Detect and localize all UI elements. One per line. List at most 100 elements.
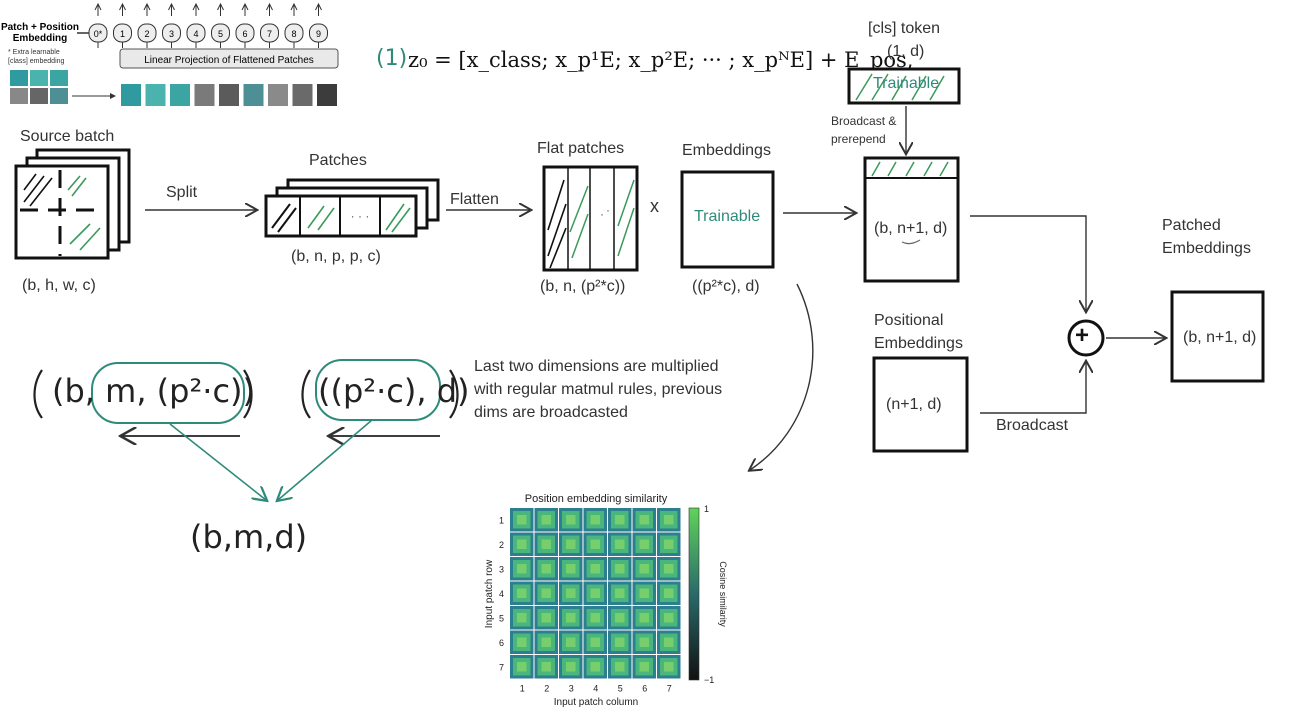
thumb-note-2: [class] embedding xyxy=(8,58,65,65)
patched-embeddings-title-2: Embeddings xyxy=(1162,240,1251,257)
heatmap-cell-core xyxy=(590,588,600,598)
thumb-token xyxy=(162,23,181,43)
flat-patches-shape: (b, n, (p²*c)) xyxy=(540,278,626,295)
thumb-token-label: 3 xyxy=(169,29,174,39)
positional-embeddings-title-1: Positional xyxy=(874,312,944,329)
heatmap-cell-core xyxy=(541,637,551,647)
heatmap-cell-core xyxy=(517,539,527,549)
heatmap-cell-core xyxy=(517,613,527,623)
heatmap-cell-core xyxy=(541,515,551,525)
source-batch-title: Source batch xyxy=(20,128,115,145)
note-line-1: Last two dimensions are multiplied xyxy=(474,358,719,375)
embeddings-title: Embeddings xyxy=(682,142,771,159)
thumb-token-label: 0* xyxy=(94,29,103,39)
heatmap-cell-core xyxy=(664,588,674,598)
heatmap-cell-core xyxy=(615,539,625,549)
thumb-strip-patch xyxy=(121,84,141,106)
thumb-token xyxy=(113,23,132,43)
heatmap-cell-core xyxy=(615,637,625,647)
heatmap-cell-core xyxy=(541,662,551,672)
heatmap-cell-core xyxy=(517,515,527,525)
thumb-token-label: 5 xyxy=(218,29,223,39)
heatmap-cell-core xyxy=(664,539,674,549)
thumb-strip-patch xyxy=(292,84,313,106)
colorbar-max: 1 xyxy=(704,504,709,514)
heatmap-x-tick: 7 xyxy=(667,684,672,694)
split-label: Split xyxy=(166,184,198,201)
thumb-title-2: Embedding xyxy=(13,33,67,44)
heatmap-cell-core xyxy=(541,539,551,549)
heatmap-cell-core xyxy=(566,637,576,647)
source-batch-stack xyxy=(14,148,131,260)
source-batch-shape: (b, h, w, c) xyxy=(22,277,96,294)
heatmap-cell-core xyxy=(664,515,674,525)
handwritten-shapes xyxy=(33,359,459,500)
patches-title: Patches xyxy=(309,152,367,169)
thumb-strip-patch xyxy=(170,84,190,106)
heatmap-cell-core xyxy=(566,515,576,525)
heatmap-cell-core xyxy=(639,662,649,672)
heatmap-cell-core xyxy=(566,539,576,549)
thumb-token xyxy=(137,23,157,43)
heatmap-x-tick: 1 xyxy=(520,684,525,694)
heatmap-cell-core xyxy=(590,564,600,574)
thumb-strip-patch xyxy=(317,84,337,106)
thumb-title-1: Patch + Position xyxy=(1,22,79,33)
heatmap-cell-core xyxy=(664,637,674,647)
heatmap-cell-core xyxy=(590,539,600,549)
embeddings-box xyxy=(680,170,775,269)
thumb-patch-strip xyxy=(121,84,337,106)
note-line-3: dims are broadcasted xyxy=(474,404,628,421)
heatmap-y-tick: 6 xyxy=(499,638,504,648)
heatmap-cell-core xyxy=(639,613,649,623)
heatmap-y-tick: 7 xyxy=(499,662,504,672)
thumb-strip-patch xyxy=(194,84,215,106)
thumb-token-label: 8 xyxy=(291,29,296,39)
plus-sign: + xyxy=(1075,322,1090,349)
colorbar-label: Cosine similarity xyxy=(718,561,728,627)
thumb-strip-patch xyxy=(219,84,239,106)
thumb-token-label: 2 xyxy=(144,29,149,39)
patches-dots: · · · xyxy=(351,209,370,223)
thumb-token-row: 0* 1 2 3 4 5 6 7 8 9 xyxy=(88,2,328,48)
heatmap-cell-core xyxy=(566,564,576,574)
times-sign: x xyxy=(650,196,659,216)
thumb-strip-patch xyxy=(145,84,166,106)
heatmap-cell-core xyxy=(590,662,600,672)
heatmap-cell-core xyxy=(517,588,527,598)
heatmap-cell-core xyxy=(590,637,600,647)
heatmap-cell-core xyxy=(615,588,625,598)
thumb-token xyxy=(235,23,255,43)
heatmap-cell-core xyxy=(664,613,674,623)
heatmap-x-tick: 3 xyxy=(569,684,574,694)
cls-token-trainable: Trainable xyxy=(873,75,940,92)
patches-shape: (b, n, p, p, c) xyxy=(291,248,381,265)
positional-embeddings-title-2: Embeddings xyxy=(874,335,963,352)
patched-embeddings-box xyxy=(1170,290,1265,383)
heatmap-cell-core xyxy=(517,564,527,574)
concat-box xyxy=(863,156,960,283)
positional-embeddings-shape: (n+1, d) xyxy=(886,396,942,413)
heatmap-x-tick: 4 xyxy=(593,684,598,694)
heatmap-cell-core xyxy=(664,564,674,574)
heatmap-cell-core xyxy=(566,613,576,623)
heatmap-cell-core xyxy=(541,564,551,574)
flat-patches-box: · · xyxy=(542,165,639,272)
heatmap-cell-core xyxy=(615,564,625,574)
broadcast-prepend-label-2: prerepend xyxy=(831,132,886,146)
equation: z₀ = [x_class; x_p¹E; x_p²E; ··· ; x_pᴺE… xyxy=(408,48,914,72)
handwritten-result: (b,m,d) xyxy=(190,518,308,556)
flat-patches-title: Flat patches xyxy=(537,140,625,157)
heatmap-cell-core xyxy=(566,662,576,672)
thumb-token xyxy=(211,23,230,43)
heatmap-cell-core xyxy=(639,637,649,647)
heatmap-title: Position embedding similarity xyxy=(525,493,668,505)
cls-token-box xyxy=(847,67,961,105)
paper-thumbnail: Patch + Position Embedding * Extra learn… xyxy=(1,2,339,106)
thumb-token-label: 1 xyxy=(120,29,125,39)
heatmap-cell-core xyxy=(541,613,551,623)
cls-token-shape: (1, d) xyxy=(887,43,925,60)
heatmap-cell-core xyxy=(639,588,649,598)
heatmap-y-tick: 4 xyxy=(499,589,504,599)
